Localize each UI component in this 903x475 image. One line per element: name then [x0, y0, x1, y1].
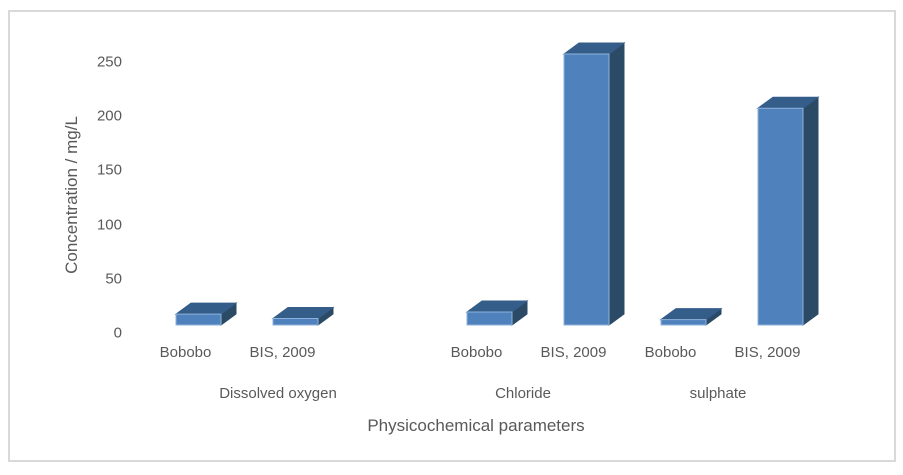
- y-tick-label-100: 100: [96, 216, 122, 234]
- bar-chloride-bis-2009: [562, 42, 626, 326]
- x-tick-label-chloride-bis-2009: BIS, 2009: [540, 344, 607, 361]
- y-tick-label-250: 250: [96, 53, 122, 71]
- category-label-chloride: Chloride: [495, 385, 551, 402]
- category-label-sulphate: sulphate: [689, 385, 747, 402]
- y-tick-label-150: 150: [96, 161, 122, 179]
- y-axis-title: Concentration / mg/L: [62, 116, 81, 274]
- y-tick-label-200: 200: [96, 107, 122, 125]
- x-tick-label-sulphate-bis-2009: BIS, 2009: [734, 344, 801, 361]
- bar-sulphate-bis-2009: [756, 96, 820, 326]
- bar-sulphate-bobobo: [659, 307, 723, 326]
- x-axis-title: Physicochemical parameters: [367, 416, 585, 435]
- x-tick-label-sulphate-bobobo: Bobobo: [644, 344, 697, 361]
- x-tick-label-dissolved-oxygen-bis-2009: BIS, 2009: [249, 344, 316, 361]
- chart-border-frame: [8, 10, 896, 462]
- x-tick-label-dissolved-oxygen-bobobo: Bobobo: [159, 344, 212, 361]
- bar-dissolved-oxygen-bis-2009: [271, 306, 335, 326]
- bar-chloride-bobobo: [465, 300, 529, 326]
- y-tick-label-50: 50: [105, 270, 122, 288]
- y-tick-label-0: 0: [113, 324, 122, 342]
- category-label-dissolved-oxygen: Dissolved oxygen: [219, 385, 337, 402]
- x-tick-label-chloride-bobobo: Bobobo: [450, 344, 503, 361]
- bar-dissolved-oxygen-bobobo: [174, 302, 238, 326]
